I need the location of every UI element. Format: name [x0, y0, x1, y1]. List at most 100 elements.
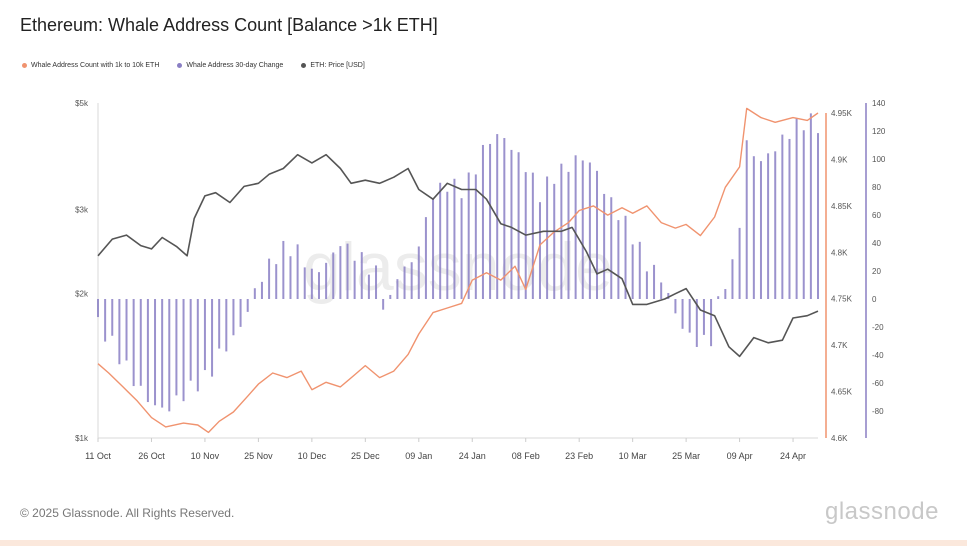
change-tick-label: 80: [872, 183, 881, 192]
change-bar: [517, 152, 520, 299]
change-bar: [674, 299, 677, 314]
x-tick-label: 25 Nov: [244, 451, 273, 461]
change-bar: [588, 162, 591, 299]
change-bar: [802, 130, 805, 299]
change-bar: [581, 160, 584, 299]
x-tick-label: 25 Mar: [672, 451, 700, 461]
change-bar: [260, 281, 263, 299]
legend-dot-change: [177, 63, 183, 68]
legend-item-count[interactable]: Whale Address Count with 1k to 10k ETH: [22, 62, 159, 69]
change-bar: [653, 264, 656, 299]
count-tick-label: 4.75K: [831, 295, 853, 304]
change-bar: [161, 299, 164, 408]
change-bar: [353, 260, 356, 299]
change-bar: [289, 256, 292, 299]
change-bar: [104, 299, 107, 342]
x-tick-label: 08 Feb: [512, 451, 540, 461]
change-bar: [738, 227, 741, 299]
change-bar: [175, 299, 178, 396]
change-bar: [203, 299, 206, 371]
change-bar: [232, 299, 235, 336]
change-bar: [168, 299, 171, 412]
change-bar: [146, 299, 149, 403]
change-tick-label: 40: [872, 239, 881, 248]
change-bar: [610, 197, 613, 299]
change-tick-label: -40: [872, 351, 884, 360]
change-bar: [538, 202, 541, 299]
change-bar: [660, 282, 663, 299]
change-bar: [154, 299, 157, 406]
price-tick-label: $1k: [75, 434, 89, 443]
change-bar: [446, 191, 449, 299]
change-bar: [332, 252, 335, 299]
change-bar: [182, 299, 185, 402]
change-tick-label: 20: [872, 267, 881, 276]
x-tick-label: 09 Jan: [405, 451, 432, 461]
x-tick-label: 25 Dec: [351, 451, 380, 461]
change-bar: [189, 299, 192, 381]
change-bar: [531, 172, 534, 299]
change-bar: [817, 133, 819, 299]
change-bar: [211, 299, 214, 377]
change-bar: [788, 138, 791, 299]
legend-item-price[interactable]: ETH: Price [USD]: [301, 62, 365, 69]
count-tick-label: 4.65K: [831, 388, 853, 397]
x-tick-label: 10 Nov: [191, 451, 220, 461]
change-bar: [752, 156, 755, 299]
change-tick-label: 0: [872, 295, 877, 304]
legend-dot-count: [22, 63, 27, 68]
change-bar: [432, 198, 435, 299]
change-tick-label: 120: [872, 127, 886, 136]
change-bar: [218, 299, 221, 349]
count-tick-label: 4.7K: [831, 341, 848, 350]
change-bar: [253, 288, 256, 299]
legend-label-change: Whale Address 30-day Change: [186, 62, 284, 69]
change-bar: [375, 265, 378, 299]
change-bar: [125, 299, 128, 361]
change-bar: [567, 171, 570, 299]
count-tick-label: 4.8K: [831, 248, 848, 257]
change-tick-label: -20: [872, 323, 884, 332]
change-bar: [695, 299, 698, 347]
change-bar: [503, 138, 506, 299]
change-bar: [439, 182, 442, 299]
change-bar: [596, 170, 599, 299]
change-tick-label: 60: [872, 211, 881, 220]
change-bar: [688, 299, 691, 333]
x-tick-label: 11 Oct: [85, 451, 111, 461]
x-tick-label: 10 Mar: [619, 451, 647, 461]
change-bar: [360, 252, 363, 299]
change-bar: [467, 172, 470, 299]
count-tick-label: 4.95K: [831, 109, 853, 118]
change-bar: [118, 299, 121, 365]
change-bar: [759, 161, 762, 299]
x-tick-label: 10 Dec: [298, 451, 327, 461]
change-bar: [111, 299, 114, 336]
change-bar: [403, 266, 406, 299]
change-bar: [339, 246, 342, 299]
x-tick-label: 24 Jan: [459, 451, 486, 461]
change-bar: [645, 271, 648, 299]
change-bar: [638, 241, 641, 299]
legend-dot-price: [301, 63, 307, 68]
change-bar: [767, 153, 770, 299]
change-bar: [275, 264, 278, 299]
change-bar: [603, 193, 606, 299]
change-bar: [303, 267, 306, 299]
price-line: [97, 153, 819, 358]
change-bar: [460, 198, 463, 299]
change-tick-label: -80: [872, 407, 884, 416]
change-bar: [139, 299, 142, 386]
legend-item-change[interactable]: Whale Address 30-day Change: [177, 62, 283, 69]
change-bar: [717, 296, 720, 299]
glassnode-logo: glassnode: [825, 498, 939, 525]
change-bar: [346, 243, 349, 299]
change-bar: [574, 155, 577, 299]
legend-label-count: Whale Address Count with 1k to 10k ETH: [31, 62, 160, 69]
count-tick-label: 4.6K: [831, 434, 848, 443]
change-bar: [681, 299, 684, 329]
change-bar: [246, 299, 249, 312]
change-bar: [196, 299, 199, 392]
change-bar: [453, 178, 456, 299]
